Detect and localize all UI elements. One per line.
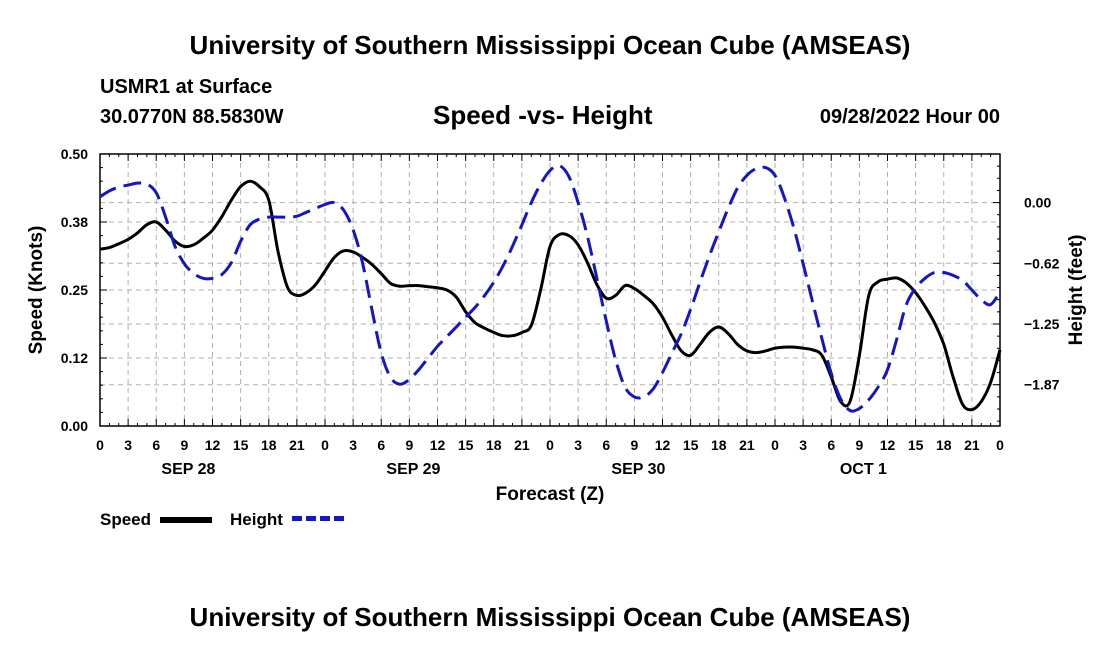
y2-tick-label: −1.25 [1024,316,1060,332]
x-tick-label: 6 [827,437,835,453]
x-tick-label: 9 [855,437,863,453]
height-series-line [99,163,1002,413]
x-tick-label: 6 [152,437,160,453]
x-tick-label: 3 [124,437,132,453]
x-tick-label: 12 [430,437,446,453]
x-tick-label: 15 [908,437,924,453]
x-tick-label: 15 [458,437,474,453]
chart-subtitle: Speed -vs- Height [433,100,653,130]
y2-axis-title: Height (feet) [1066,235,1087,346]
station-label: USMR1 at Surface [100,76,273,98]
x-tick-label: 0 [96,437,104,453]
x-date-label: SEP 30 [611,461,665,478]
x-tick-label: 6 [377,437,385,453]
x-tick-label: 18 [261,437,277,453]
x-tick-label: 18 [486,437,502,453]
x-axis-title: Forecast (Z) [496,484,605,505]
x-tick-label: 3 [574,437,582,453]
x-date-label: OCT 1 [840,461,887,478]
x-tick-label: 3 [799,437,807,453]
x-tick-label: 0 [321,437,329,453]
y2-tick-label: −1.87 [1024,377,1060,393]
y2-tick-label: 0.00 [1024,195,1051,211]
x-tick-label: 21 [289,437,305,453]
x-tick-label: 21 [739,437,755,453]
x-tick-label: 12 [655,437,671,453]
legend-height-swatch [292,516,344,521]
y2-tick-label: −0.62 [1024,255,1060,271]
x-tick-label: 9 [405,437,413,453]
y-tick-label: 0.50 [61,146,88,162]
legend-height-label: Height [230,510,283,529]
y-tick-label: 0.00 [61,418,88,434]
coordinates-label: 30.0770N 88.5830W [100,106,284,128]
footer-title: University of Southern Mississippi Ocean… [189,602,911,632]
y-tick-label: 0.38 [61,214,88,230]
x-tick-label: 12 [205,437,221,453]
x-tick-label: 12 [880,437,896,453]
x-tick-label: 15 [233,437,249,453]
x-tick-label: 9 [180,437,188,453]
x-tick-label: 21 [514,437,530,453]
x-date-label: SEP 29 [386,461,440,478]
y-tick-label: 0.12 [61,350,88,366]
chart-title: University of Southern Mississippi Ocean… [189,30,911,60]
x-tick-label: 15 [683,437,699,453]
speed-series-line [99,179,1002,412]
x-tick-label: 18 [711,437,727,453]
x-tick-label: 0 [546,437,554,453]
x-tick-label: 18 [936,437,952,453]
x-tick-label: 9 [630,437,638,453]
x-tick-label: 3 [349,437,357,453]
legend-speed-swatch [160,517,212,523]
y-tick-label: 0.25 [61,282,88,298]
x-date-label: SEP 28 [161,461,215,478]
x-tick-label: 0 [996,437,1004,453]
y-axis-title: Speed (Knots) [26,226,47,355]
forecast-datetime: 09/28/2022 Hour 00 [819,106,1000,128]
x-tick-label: 0 [771,437,779,453]
x-tick-label: 21 [964,437,980,453]
legend-speed-label: Speed [100,510,152,529]
x-tick-label: 6 [602,437,610,453]
